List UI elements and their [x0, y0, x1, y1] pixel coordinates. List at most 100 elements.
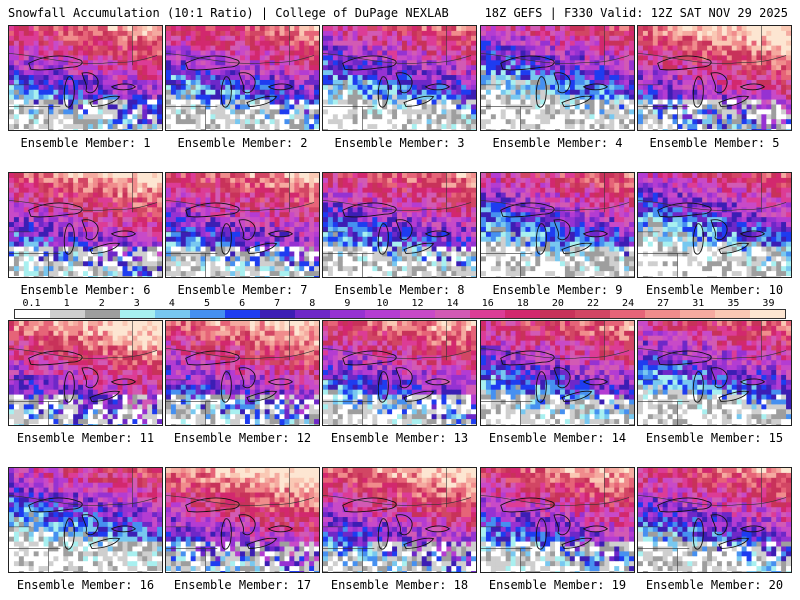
legend-swatch — [120, 310, 155, 318]
ensemble-member-label: Ensemble Member: 16 — [16, 578, 155, 592]
ensemble-member-label: Ensemble Member: 13 — [330, 431, 469, 445]
legend-tick-label: 14 — [446, 298, 459, 309]
snowfall-map — [322, 25, 477, 131]
ensemble-panel: Ensemble Member: 8 — [322, 172, 477, 297]
legend-tick-label: 12 — [411, 298, 424, 309]
legend-tick-label: 31 — [692, 298, 705, 309]
legend-swatch — [645, 310, 680, 318]
ensemble-panel: Ensemble Member: 3 — [322, 25, 477, 150]
ensemble-panel: Ensemble Member: 20 — [637, 467, 792, 592]
ensemble-panel: Ensemble Member: 2 — [165, 25, 320, 150]
snowfall-legend: 0.1 1 2 3 4 5 6 7 8 9 10 12 14 16 18 20 22 24 27 31 35 39 — [14, 298, 786, 319]
legend-tick-label: 35 — [727, 298, 740, 309]
snowfall-map — [637, 320, 792, 426]
ensemble-panel: Ensemble Member: 7 — [165, 172, 320, 297]
snowfall-map — [165, 172, 320, 278]
legend-tick-label: 6 — [239, 298, 246, 309]
snowfall-map — [165, 25, 320, 131]
legend-tick-labels: 0.1 1 2 3 4 5 6 7 8 9 10 12 14 16 18 20 22 24 27 31 35 39 — [14, 298, 786, 309]
legend-swatch — [50, 310, 85, 318]
legend-swatch — [85, 310, 120, 318]
legend-swatch — [225, 310, 260, 318]
run-info: 18Z GEFS | F330 Valid: 12Z SAT NOV 29 20… — [484, 6, 788, 20]
legend-swatch — [610, 310, 645, 318]
ensemble-member-label: Ensemble Member: 18 — [330, 578, 469, 592]
legend-swatch — [575, 310, 610, 318]
snowfall-map — [322, 172, 477, 278]
ensemble-member-label: Ensemble Member: 8 — [334, 283, 465, 297]
snowfall-map — [637, 467, 792, 573]
legend-swatch — [470, 310, 505, 318]
legend-swatch — [295, 310, 330, 318]
ensemble-member-label: Ensemble Member: 19 — [488, 578, 627, 592]
snowfall-map — [8, 467, 163, 573]
ensemble-panel: Ensemble Member: 6 — [8, 172, 163, 297]
legend-tick-label: 1 — [63, 298, 70, 309]
legend-tick-label: 0.1 — [22, 298, 41, 309]
legend-color-bar — [14, 309, 786, 319]
legend-tick-label: 5 — [203, 298, 211, 309]
legend-tick-label: 3 — [133, 298, 140, 309]
snowfall-map — [165, 320, 320, 426]
ensemble-panel: Ensemble Member: 12 — [165, 320, 320, 445]
ensemble-panel: Ensemble Member: 11 — [8, 320, 163, 445]
legend-tick-label: 22 — [586, 298, 600, 309]
ensemble-member-label: Ensemble Member: 12 — [173, 431, 312, 445]
snowfall-map — [322, 320, 477, 426]
ensemble-panel: Ensemble Member: 18 — [322, 467, 477, 592]
ensemble-panel: Ensemble Member: 1 — [8, 25, 163, 150]
snowfall-map — [480, 320, 635, 426]
legend-swatch — [15, 310, 50, 318]
ensemble-member-label: Ensemble Member: 7 — [177, 283, 308, 297]
legend-swatch — [505, 310, 540, 318]
ensemble-panel: Ensemble Member: 4 — [480, 25, 635, 150]
legend-tick-label: 24 — [622, 298, 635, 309]
snowfall-map — [322, 467, 477, 573]
legend-tick-label: 10 — [376, 298, 389, 309]
ensemble-panel: Ensemble Member: 14 — [480, 320, 635, 445]
ensemble-member-label: Ensemble Member: 10 — [645, 283, 784, 297]
legend-swatch — [155, 310, 190, 318]
legend-tick-label: 20 — [551, 298, 564, 309]
legend-swatch — [330, 310, 365, 318]
ensemble-member-label: Ensemble Member: 9 — [492, 283, 623, 297]
ensemble-panel: Ensemble Member: 17 — [165, 467, 320, 592]
legend-swatch — [190, 310, 225, 318]
legend-swatch — [750, 310, 785, 318]
ensemble-panel: Ensemble Member: 16 — [8, 467, 163, 592]
ensemble-panel: Ensemble Member: 15 — [637, 320, 792, 445]
snowfall-map — [480, 467, 635, 573]
snowfall-map — [8, 25, 163, 131]
ensemble-member-label: Ensemble Member: 15 — [645, 431, 784, 445]
legend-tick-label: 7 — [274, 298, 281, 309]
ensemble-member-label: Ensemble Member: 3 — [334, 136, 465, 150]
ensemble-panel: Ensemble Member: 13 — [322, 320, 477, 445]
legend-swatch — [715, 310, 750, 318]
legend-swatch — [260, 310, 295, 318]
legend-swatch — [680, 310, 715, 318]
ensemble-panel: Ensemble Member: 19 — [480, 467, 635, 592]
legend-tick-label: 2 — [98, 298, 105, 309]
ensemble-panel: Ensemble Member: 10 — [637, 172, 792, 297]
legend-swatch — [540, 310, 575, 318]
ensemble-member-label: Ensemble Member: 11 — [16, 431, 155, 445]
legend-swatch — [365, 310, 400, 318]
snowfall-map — [480, 25, 635, 131]
legend-tick-label: 27 — [657, 298, 670, 309]
snowfall-map — [637, 25, 792, 131]
legend-tick-label: 4 — [168, 298, 175, 309]
legend-tick-label: 18 — [516, 298, 529, 309]
ensemble-member-label: Ensemble Member: 17 — [173, 578, 312, 592]
ensemble-panel: Ensemble Member: 9 — [480, 172, 635, 297]
legend-swatch — [435, 310, 470, 318]
legend-tick-label: 9 — [344, 298, 351, 309]
snowfall-map — [8, 320, 163, 426]
snowfall-map — [637, 172, 792, 278]
ensemble-member-label: Ensemble Member: 20 — [645, 578, 784, 592]
legend-tick-label: 39 — [762, 298, 775, 309]
ensemble-member-label: Ensemble Member: 5 — [649, 136, 780, 150]
snowfall-map — [8, 172, 163, 278]
snowfall-map — [480, 172, 635, 278]
snowfall-map — [165, 467, 320, 573]
ensemble-member-label: Ensemble Member: 1 — [20, 136, 151, 150]
